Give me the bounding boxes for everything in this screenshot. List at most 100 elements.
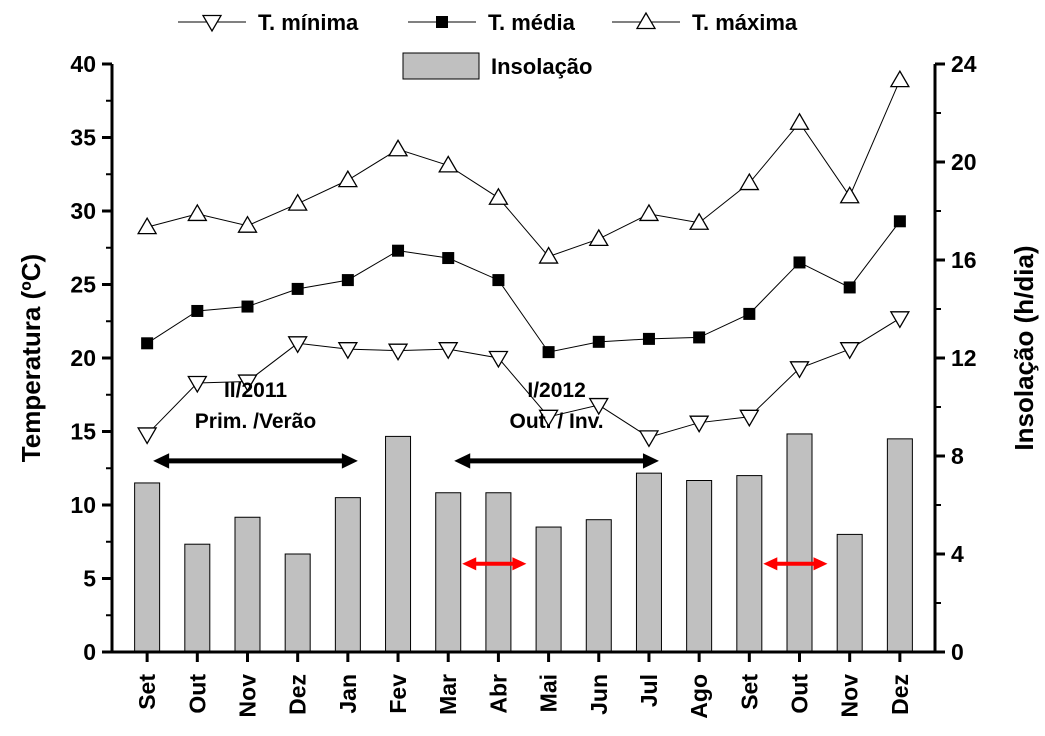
x-tick-label: Out <box>787 674 813 714</box>
arrow-head <box>153 453 170 469</box>
y-right-axis-title: Insolação (h/dia) <box>1009 245 1039 450</box>
marker-triangle-down <box>889 311 911 329</box>
bar <box>485 492 512 653</box>
y-tick-label: 40 <box>70 51 96 77</box>
legend: T. mínima T. média T. máxima Insolação <box>178 10 798 80</box>
legend-label: T. máxima <box>692 10 798 35</box>
arrow-head <box>454 453 471 469</box>
series-path <box>146 220 901 353</box>
y-right-tick-label: 8 <box>951 443 964 469</box>
bar <box>234 516 261 653</box>
y-right-tick-label: 20 <box>951 149 977 175</box>
y-right-tick-label: 24 <box>951 51 977 77</box>
marker-square <box>843 281 856 294</box>
x-tick-label: Out <box>184 674 210 714</box>
marker-triangle-down <box>136 427 158 445</box>
marker-triangle-down <box>739 409 760 428</box>
marker-square <box>642 332 655 345</box>
legend-item: T. mínima <box>178 10 359 35</box>
marker-triangle-down <box>538 409 559 428</box>
y-right-tick-label: 12 <box>951 345 977 371</box>
bar <box>736 475 763 653</box>
bar <box>585 519 612 653</box>
marker-triangle-down <box>789 361 810 379</box>
lines-group <box>136 69 911 448</box>
series-path <box>147 79 901 258</box>
arrow-head <box>642 453 659 469</box>
marker-triangle-up <box>839 186 860 204</box>
marker-triangle-up <box>538 246 559 264</box>
marker-square <box>436 16 448 28</box>
y-tick-label: 10 <box>70 492 96 518</box>
marker-triangle-up <box>689 212 710 230</box>
marker-triangle-up <box>438 155 459 173</box>
x-tick-label: Set <box>736 674 762 710</box>
annotation-period: II/2011 <box>224 379 287 402</box>
annotations-group: II/2011 Prim. /Verão I/2012 Out. / Inv. <box>153 379 828 571</box>
bar <box>635 472 662 653</box>
x-tick-label: Fev <box>385 674 411 714</box>
y-tick-label: 5 <box>83 566 96 592</box>
marker-triangle-down <box>337 342 358 360</box>
bar <box>334 497 361 653</box>
marker-triangle-up <box>287 193 308 211</box>
marker-triangle-down <box>689 415 710 433</box>
bar <box>134 482 161 653</box>
marker-triangle-up <box>337 169 358 188</box>
bars-group <box>134 433 913 653</box>
marker-triangle-up <box>635 11 657 30</box>
marker-triangle-up <box>638 203 660 222</box>
marker-triangle-up <box>789 112 810 130</box>
bar <box>786 433 813 653</box>
y-tick-label: 30 <box>70 198 96 224</box>
marker-square <box>341 274 354 287</box>
marker-triangle-down <box>588 397 609 416</box>
axes-group: 0 5 10 15 20 25 30 35 40 0 4 8 12 16 20 24 Set Out Nov Dez J… <box>16 51 1039 719</box>
x-tick-label: Jan <box>335 674 361 714</box>
series-path <box>146 317 901 438</box>
red-arrow <box>763 557 828 571</box>
period-arrow <box>153 453 358 469</box>
marker-square <box>141 337 154 350</box>
arrow-head <box>462 557 477 571</box>
y-axis-title: Temperatura (ºC) <box>16 254 46 462</box>
annotation-season: Out. / Inv. <box>510 410 604 433</box>
y-right-tick-label: 4 <box>951 541 964 567</box>
series-line <box>141 215 906 359</box>
bar <box>184 543 211 653</box>
marker-triangle-down <box>638 430 660 448</box>
bar <box>435 492 462 653</box>
y-right-tick-label: 16 <box>951 247 977 273</box>
marker-square <box>442 252 455 265</box>
x-tick-label: Abr <box>485 674 511 714</box>
x-tick-label: Mar <box>435 674 461 715</box>
marker-triangle-down <box>187 375 208 394</box>
bar <box>836 533 863 653</box>
x-tick-label: Nov <box>234 674 260 718</box>
marker-triangle-up <box>488 187 509 205</box>
marker-triangle-down <box>387 343 409 361</box>
marker-square <box>542 346 555 359</box>
bar <box>535 526 562 653</box>
y-tick-label: 25 <box>70 272 96 298</box>
marker-triangle-up <box>889 69 911 88</box>
marker-square <box>492 274 505 287</box>
legend-item-bars: Insolação <box>402 52 592 80</box>
red-arrow <box>462 557 527 571</box>
marker-square <box>592 335 605 348</box>
x-tick-label: Jul <box>636 674 662 707</box>
x-tick-label: Ago <box>686 674 712 719</box>
marker-triangle-down <box>839 342 860 360</box>
series-line <box>136 311 911 448</box>
bar <box>686 480 713 653</box>
marker-triangle-down <box>287 336 308 354</box>
x-tick-label: Set <box>134 674 160 710</box>
x-tick-label: Mai <box>536 674 562 712</box>
arrow-head <box>813 557 828 571</box>
x-tick-label: Dez <box>285 674 311 715</box>
legend-label: T. média <box>488 10 576 35</box>
x-tick-label: Nov <box>837 674 863 718</box>
marker-triangle-up <box>237 215 258 233</box>
y-tick-label: 35 <box>70 125 96 151</box>
